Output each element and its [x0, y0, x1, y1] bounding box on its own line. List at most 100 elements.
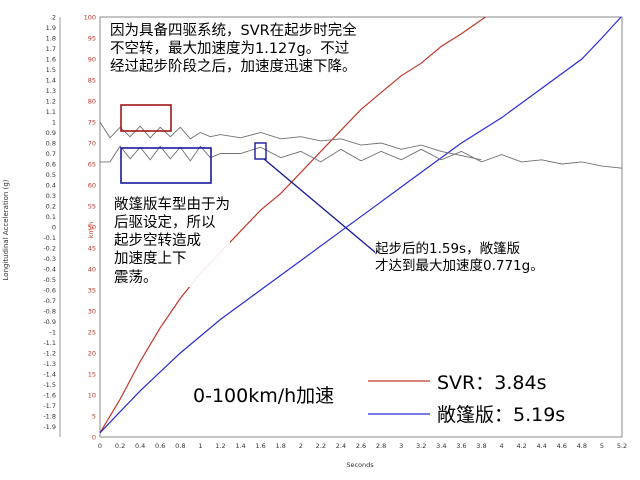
svr-peak-box — [120, 104, 172, 132]
y-left-tick-label: -0.4 — [43, 266, 56, 274]
speed-line — [99, 16, 622, 434]
x-tick-label: 1.2 — [215, 442, 225, 450]
annotation-convertible-oscillation: 敞篷版车型由于为 后驱设定，所以 起步空转造成 加速度上下 震荡。 — [114, 196, 230, 287]
x-axis-label: Seconds — [346, 461, 374, 469]
x-tick-label: 2 — [299, 442, 303, 450]
y-left-tick-label: -1.8 — [43, 413, 56, 421]
x-tick-label: 4 — [499, 442, 503, 450]
y-right-tick-label: 80 — [88, 98, 96, 106]
x-tick-label: 2.6 — [356, 442, 366, 450]
y-left-tick-label: -0.3 — [43, 255, 56, 263]
x-tick-label: 3.8 — [476, 442, 486, 450]
y-left-tick-label: 0.1 — [46, 213, 56, 221]
y-left-tick-label: -1.2 — [43, 350, 56, 358]
annotation-line: 加速度上下 — [114, 251, 187, 268]
y-right-tick-label: 0 — [92, 434, 96, 442]
y-left-tick-labels: 2 1.9 1.8 1.7 1.6 1.5 1.4 1.3 1.2 1.1 1 0.9 0.8 0.7 0.… — [43, 14, 56, 432]
y-left-tick-label: 0.2 — [46, 203, 56, 211]
y-right-tick-label: 10 — [88, 392, 96, 400]
x-tick-label: 5 — [600, 442, 604, 450]
annotation-line: 后驱设定，所以 — [114, 215, 216, 232]
y-left-tick-label: 1.1 — [46, 108, 56, 116]
convertible-peak-box — [254, 142, 267, 160]
chart-title: 0-100km/h加速 — [193, 385, 335, 407]
y-left-tick-label: -1.7 — [43, 402, 56, 410]
annotation-line: 经过起步阶段之后，加速度迅速下降。 — [110, 59, 357, 76]
acceleration-line — [99, 121, 482, 161]
x-tick-label: 2.2 — [316, 442, 326, 450]
y-left-tick-label: 2 — [52, 14, 56, 22]
x-tick-label: 1.4 — [235, 442, 245, 450]
y-right-tick-label: 30 — [88, 308, 96, 316]
x-tick-label: 4.4 — [537, 442, 547, 450]
y-left-tick-label: 0.6 — [46, 161, 56, 169]
annotation-convertible-max-accel: 起步后的1.59s，敞篷版 才达到最大加速度0.771g。 — [375, 241, 544, 275]
y-left-tick-label: 1.9 — [46, 24, 56, 32]
speed-line — [99, 16, 486, 434]
y-right-tick-label: 40 — [88, 266, 96, 274]
y-axis-left-label: Longitudinal Acceleration (g) — [2, 179, 10, 280]
x-tick-labels: 0 0.2 0.4 0.6 0.8 1 1.2 1.4 1.6 1.8 2 2.2 2.4 2.6 2.8 3… — [98, 442, 627, 450]
y-right-tick-label: 15 — [88, 371, 96, 379]
x-tick-label: 0.4 — [135, 442, 145, 450]
x-tick-label: 3 — [399, 442, 403, 450]
x-tick-label: 3.2 — [416, 442, 426, 450]
y-left-tick-label: 1.5 — [46, 66, 56, 74]
annotation-line: 敞篷版车型由于为 — [114, 197, 230, 213]
y-left-tick-label: -1.3 — [43, 360, 56, 368]
y-left-tick-label: 1.4 — [46, 77, 56, 85]
y-left-tick-label: -0.1 — [43, 234, 56, 242]
y-right-tick-label: 75 — [88, 119, 96, 127]
y-left-tick-label: 0.9 — [46, 129, 56, 137]
series-layer — [99, 16, 623, 434]
x-tick-label: 0.8 — [175, 442, 185, 450]
y-right-tick-label: 5 — [92, 413, 96, 421]
y-left-tick-label: -0.5 — [43, 276, 56, 284]
y-left-tick-label: 1.6 — [46, 56, 56, 64]
y-right-tick-label: 35 — [88, 287, 96, 295]
y-left-tick-label: 1.2 — [46, 98, 56, 106]
y-left-tick-label: 0 — [52, 224, 56, 232]
y-left-tick-label: 0.4 — [46, 182, 56, 190]
leader-line — [263, 158, 377, 254]
annotation-line: 因为具备四驱系统，SVR在起步时完全 — [110, 23, 357, 39]
x-tick-label: 0 — [98, 442, 102, 450]
y-right-tick-label: 65 — [88, 161, 96, 169]
x-tick-label: 1.8 — [276, 442, 286, 450]
y-right-tick-label: 45 — [88, 245, 96, 253]
y-right-tick-labels: 1009590858075706560555045403530252015105… — [84, 14, 96, 442]
y-right-tick-label: 20 — [88, 350, 96, 358]
x-tick-label: 4.8 — [577, 442, 587, 450]
x-tick-label: 1 — [198, 442, 202, 450]
annotation-line: 不空转，最大加速度为1.127g。不过 — [110, 41, 350, 58]
y-right-tick-label: 50 — [88, 224, 96, 232]
x-tick-label: 1.6 — [255, 442, 265, 450]
y-left-tick-label: -0.6 — [43, 287, 56, 295]
y-right-tick-label: 25 — [88, 329, 96, 337]
y-left-tick-label: -0.7 — [43, 297, 56, 305]
y-left-tick-label: 1 — [52, 119, 56, 127]
y-right-tick-label: 60 — [88, 182, 96, 190]
y-right-tick-label: 85 — [88, 77, 96, 85]
y-left-tick-label: -0.2 — [43, 245, 56, 253]
y-right-tick-label: 55 — [88, 203, 96, 211]
y-left-tick-label: 0.8 — [46, 140, 56, 148]
y-left-tick-label: -1.5 — [43, 381, 56, 389]
x-tick-label: 3.6 — [456, 442, 466, 450]
x-tick-label: 0.2 — [115, 442, 125, 450]
y-left-tick-label: -1.4 — [43, 371, 56, 379]
y-left-tick-label: 0.5 — [46, 171, 56, 179]
y-left-tick-label: 0.7 — [46, 150, 56, 158]
y-left-tick-label: 0.3 — [46, 192, 56, 200]
x-tick-label: 4.6 — [557, 442, 567, 450]
y-left-tick-label: -0.8 — [43, 308, 56, 316]
y-right-tick-label: 95 — [88, 35, 96, 43]
acceleration-line — [100, 145, 623, 169]
y-right-tick-label: 90 — [88, 56, 96, 64]
annotation-boxes — [120, 104, 430, 415]
y-left-tick-label: 1.3 — [46, 87, 56, 95]
annotation-line: 起步后的1.59s，敞篷版 — [375, 241, 521, 257]
y-left-tick-label: 1.8 — [46, 35, 56, 43]
convertible-oscillation-box — [120, 147, 212, 184]
